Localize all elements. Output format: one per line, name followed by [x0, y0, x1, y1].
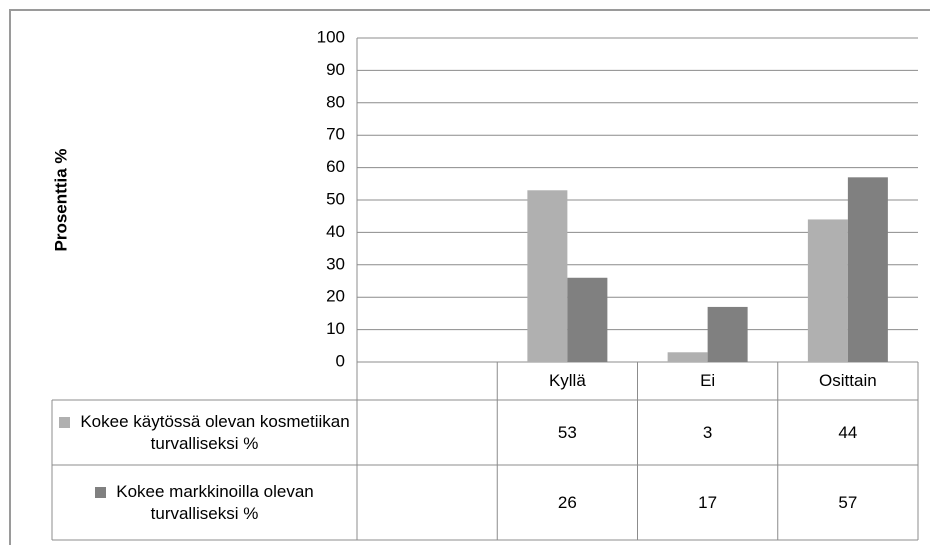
data-table-value: 17	[638, 465, 778, 540]
y-tick-label: 80	[326, 92, 345, 111]
y-tick-label: 60	[326, 157, 345, 176]
legend-entry-text: Kokee käytössä olevan kosmetiikan turval…	[58, 411, 351, 455]
data-table-value: 57	[778, 465, 918, 540]
category-label-text: Kyllä	[548, 371, 586, 390]
bar	[847, 177, 888, 362]
data-table-value-text: 17	[698, 492, 718, 512]
y-tick-label: 0	[336, 351, 345, 370]
legend-entry-text: Kokee markkinoilla olevan turvalliseksi …	[58, 481, 351, 525]
y-tick-label: 90	[326, 60, 345, 79]
y-axis-label: Prosenttia %	[51, 149, 70, 252]
bar	[807, 219, 848, 362]
y-tick-label: 40	[326, 222, 345, 241]
data-table-value: 44	[778, 400, 918, 465]
legend-entry: Kokee käytössä olevan kosmetiikan turval…	[52, 400, 357, 465]
category-label: Osittain	[778, 362, 918, 400]
legend-marker	[95, 486, 107, 498]
data-table-value-text: 57	[838, 492, 858, 512]
y-tick-label: 10	[326, 319, 345, 338]
category-label: Kyllä	[497, 362, 637, 400]
category-label-text: Ei	[700, 371, 716, 390]
y-tick-label: 20	[326, 287, 345, 306]
data-table-value-text: 44	[838, 422, 858, 442]
bar	[527, 190, 568, 362]
data-table-value	[357, 400, 497, 465]
data-table-value-text: 53	[557, 422, 577, 442]
category-label	[357, 362, 497, 400]
data-table-value-text: 3	[702, 422, 713, 442]
category-label-text: Osittain	[819, 371, 877, 390]
legend-marker	[59, 416, 71, 428]
y-tick-label: 70	[326, 125, 345, 144]
category-label: Ei	[638, 362, 778, 400]
bar	[567, 277, 608, 362]
y-tick-label: 100	[317, 27, 345, 46]
data-table-value: 3	[638, 400, 778, 465]
bar	[667, 352, 708, 362]
y-tick-label: 50	[326, 189, 345, 208]
data-table-value: 26	[497, 465, 637, 540]
y-tick-label: 30	[326, 254, 345, 273]
data-table-value: 53	[497, 400, 637, 465]
bar	[707, 306, 748, 362]
data-table-value-text: 26	[557, 492, 577, 512]
data-table-value	[357, 465, 497, 540]
frame	[9, 9, 930, 545]
legend-entry: Kokee markkinoilla olevan turvalliseksi …	[52, 465, 357, 540]
